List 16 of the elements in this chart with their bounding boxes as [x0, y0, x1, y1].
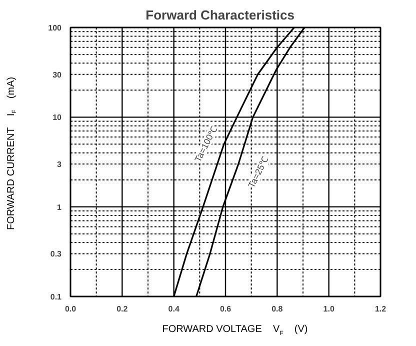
x-tick-label: 0.0 — [64, 304, 77, 314]
x-tick-label: 0.8 — [272, 304, 284, 314]
chart-title: Forward Characteristics — [146, 8, 295, 22]
text: FORWARD VOLTAGE V$_{F}$ (V) — [162, 324, 308, 337]
x-tick-label: 1.0 — [323, 304, 335, 314]
x-tick-label: 0.4 — [168, 304, 180, 314]
y-tick-label: 100 — [48, 24, 62, 32]
y-tick-label: 1 — [57, 202, 62, 212]
x-tick-label: 0.6 — [220, 304, 232, 314]
y-tick-label: 10 — [52, 113, 62, 122]
y-tick-label: 0.3 — [50, 250, 62, 259]
x-tick-label: 1.2 — [374, 304, 387, 314]
y-tick-label: 3 — [57, 160, 62, 170]
y-tick-label: 30 — [52, 70, 62, 80]
x-tick-label: 0.2 — [116, 304, 128, 314]
y-tick-label: 0.1 — [50, 292, 62, 302]
